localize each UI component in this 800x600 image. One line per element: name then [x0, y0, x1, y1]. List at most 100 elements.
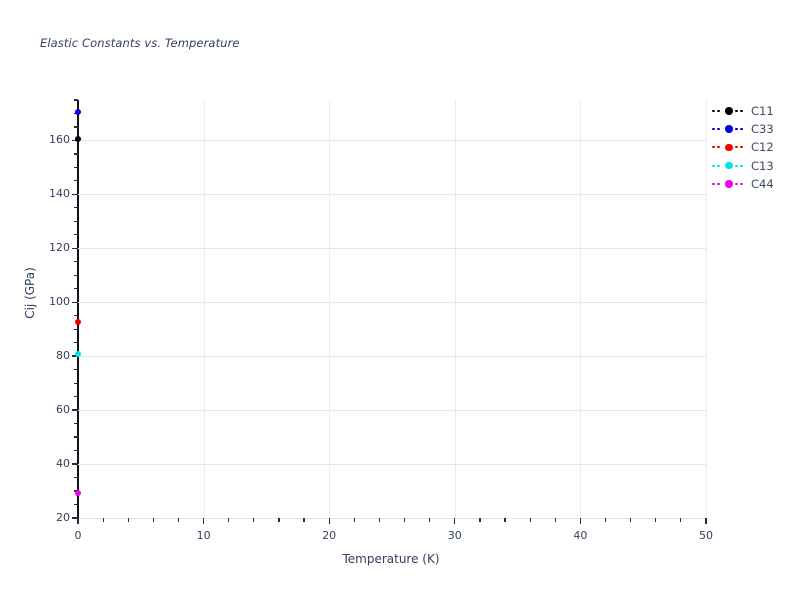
- legend-marker-icon: [725, 161, 733, 170]
- chart-legend: C11 C33 C12 C13 C44: [712, 102, 796, 193]
- y-tick-minor: [74, 396, 78, 398]
- data-point-c44: [75, 489, 81, 496]
- legend-swatch-c12: [712, 140, 746, 154]
- chart-title: Elastic Constants vs. Temperature: [40, 36, 240, 50]
- y-tick-label: 100: [49, 295, 70, 309]
- x-tick-label: 30: [447, 529, 462, 542]
- gridline-horizontal: [78, 410, 706, 412]
- y-tick-major: [72, 409, 78, 411]
- y-tick-minor: [74, 220, 78, 222]
- gridline-horizontal: [78, 194, 706, 196]
- y-tick-label: 60: [56, 403, 70, 417]
- x-tick-minor: [554, 518, 556, 522]
- gridline-horizontal: [78, 140, 706, 142]
- legend-line-dash: [717, 146, 720, 149]
- y-tick-minor: [74, 274, 78, 276]
- legend-item-c33[interactable]: C33: [712, 120, 796, 138]
- x-tick-minor: [504, 518, 506, 522]
- x-tick-label: 50: [699, 529, 713, 542]
- x-tick-minor: [655, 518, 657, 522]
- y-tick-label: 120: [49, 241, 70, 255]
- y-tick-major: [72, 193, 78, 196]
- y-tick-label: 80: [56, 349, 70, 363]
- gridline-horizontal: [78, 356, 706, 358]
- y-tick-major: [72, 517, 78, 519]
- x-tick-label: 40: [573, 529, 588, 542]
- legend-line-dash: [735, 182, 738, 185]
- legend-item-c11[interactable]: C11: [712, 102, 796, 120]
- y-tick-minor: [74, 166, 78, 168]
- legend-line-dash: [735, 110, 738, 113]
- gridline-horizontal: [78, 464, 706, 466]
- y-tick-minor: [74, 503, 78, 506]
- x-tick-minor: [303, 518, 305, 522]
- y-axis-spine: [77, 100, 79, 519]
- y-tick-label: 40: [56, 457, 70, 471]
- data-point-c33: [75, 109, 81, 116]
- x-tick-minor: [403, 518, 406, 522]
- data-point-c12: [75, 319, 81, 326]
- x-tick-minor: [529, 518, 531, 522]
- x-tick-major: [454, 518, 456, 524]
- y-tick-label: 140: [49, 187, 70, 201]
- legend-swatch-c44: [712, 177, 746, 191]
- y-tick-minor: [74, 261, 78, 263]
- legend-line-dash: [740, 182, 743, 185]
- gridline-vertical: [203, 100, 205, 518]
- gridline-horizontal: [78, 302, 706, 304]
- y-tick-minor: [74, 99, 78, 101]
- legend-label: C12: [751, 140, 774, 155]
- legend-marker-icon: [725, 125, 733, 134]
- x-tick-major: [328, 518, 330, 524]
- legend-item-c13[interactable]: C13: [712, 157, 796, 175]
- legend-line-dash: [717, 164, 720, 167]
- legend-swatch-c11: [712, 104, 746, 118]
- x-tick-major: [579, 518, 582, 524]
- gridline-horizontal: [78, 248, 706, 250]
- gridline-vertical: [329, 100, 331, 518]
- legend-line-dash: [740, 128, 743, 131]
- y-tick-minor: [74, 126, 78, 128]
- legend-swatch-c13: [712, 159, 746, 173]
- legend-line-dash: [712, 110, 715, 113]
- y-tick-minor: [74, 234, 78, 236]
- legend-line-dash: [717, 182, 720, 185]
- x-tick-minor: [680, 518, 682, 522]
- x-tick-minor: [353, 518, 355, 522]
- y-tick-minor: [74, 153, 78, 155]
- legend-item-c12[interactable]: C12: [712, 138, 796, 156]
- plot-area: [72, 99, 707, 524]
- legend-item-c44[interactable]: C44: [712, 175, 796, 193]
- y-tick-minor: [74, 423, 78, 425]
- x-tick-minor: [429, 518, 431, 522]
- legend-line-dash: [712, 182, 715, 185]
- x-tick-minor: [479, 518, 481, 522]
- gridline-vertical: [580, 100, 582, 518]
- legend-label: C13: [751, 158, 774, 173]
- legend-marker-icon: [725, 180, 733, 188]
- y-tick-minor: [74, 476, 78, 479]
- legend-marker-icon: [725, 107, 733, 115]
- x-tick-minor: [278, 518, 280, 522]
- x-tick-label: 10: [196, 529, 211, 542]
- x-axis-label-text: Temperature (K): [342, 552, 440, 566]
- x-tick-major: [705, 518, 707, 524]
- y-tick-minor: [74, 369, 78, 371]
- x-tick-minor: [152, 518, 154, 522]
- x-tick-minor: [378, 518, 381, 522]
- y-tick-major: [72, 355, 78, 357]
- gridline-vertical: [706, 100, 707, 518]
- x-tick-label: 0: [74, 529, 82, 542]
- y-tick-major: [72, 463, 78, 465]
- x-tick-minor: [630, 518, 632, 522]
- y-axis-label: Cij (GPa): [23, 267, 37, 319]
- y-tick-label: 160: [49, 133, 70, 147]
- legend-line-dash: [717, 128, 720, 131]
- y-tick-minor: [74, 436, 78, 438]
- legend-line-dash: [717, 110, 720, 113]
- y-tick-minor: [74, 382, 78, 384]
- x-tick-minor: [253, 518, 255, 522]
- y-tick-major: [72, 247, 78, 249]
- gridline-vertical: [454, 100, 456, 518]
- legend-line-dash: [740, 146, 743, 149]
